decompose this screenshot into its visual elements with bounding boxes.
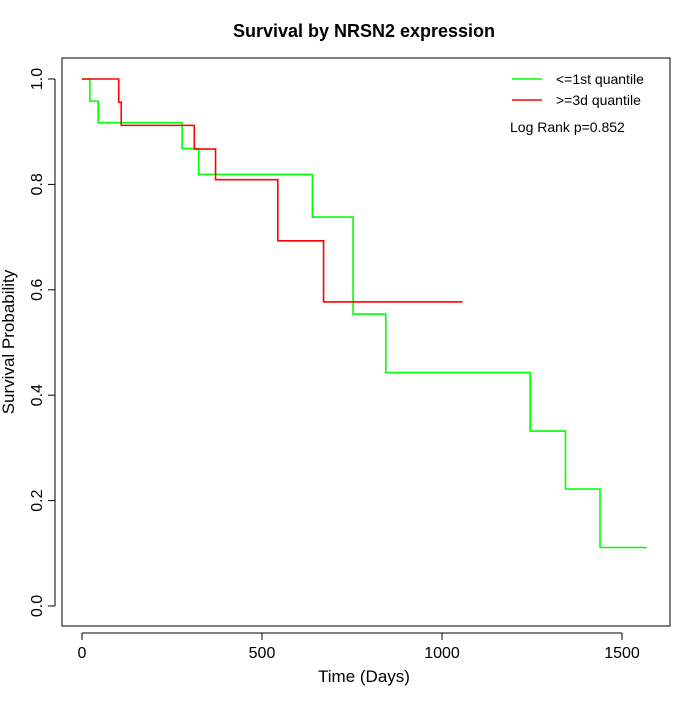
logrank-annotation: Log Rank p=0.852 (510, 119, 625, 135)
y-tick-label: 0.6 (29, 279, 46, 301)
x-axis-label: Time (Days) (318, 667, 410, 686)
curve-low-quantile (82, 78, 647, 549)
x-tick-label: 1000 (424, 645, 460, 662)
y-tick-label: 0.4 (29, 384, 46, 406)
legend-label-high: >=3d quantile (556, 92, 641, 108)
y-tick-label: 1.0 (29, 68, 46, 90)
x-tick-label: 1500 (604, 645, 640, 662)
y-axis: 0.0 0.2 0.4 0.6 0.8 1.0 (29, 68, 56, 617)
plot-frame (61, 57, 671, 627)
y-axis-label: Survival Probability (0, 269, 18, 414)
x-axis: 0 500 1000 1500 (78, 632, 640, 662)
legend: <=1st quantile >=3d quantile Log Rank p=… (510, 71, 644, 135)
y-tick-label: 0.8 (29, 173, 46, 195)
chart-title: Survival by NRSN2 expression (233, 21, 495, 41)
x-tick-label: 0 (78, 645, 87, 662)
legend-label-low: <=1st quantile (556, 71, 644, 87)
y-tick-label: 0.0 (29, 595, 46, 617)
curve-high-quantile (82, 78, 463, 303)
survival-curves (82, 78, 647, 549)
y-tick-label: 0.2 (29, 489, 46, 511)
x-tick-label: 500 (249, 645, 276, 662)
